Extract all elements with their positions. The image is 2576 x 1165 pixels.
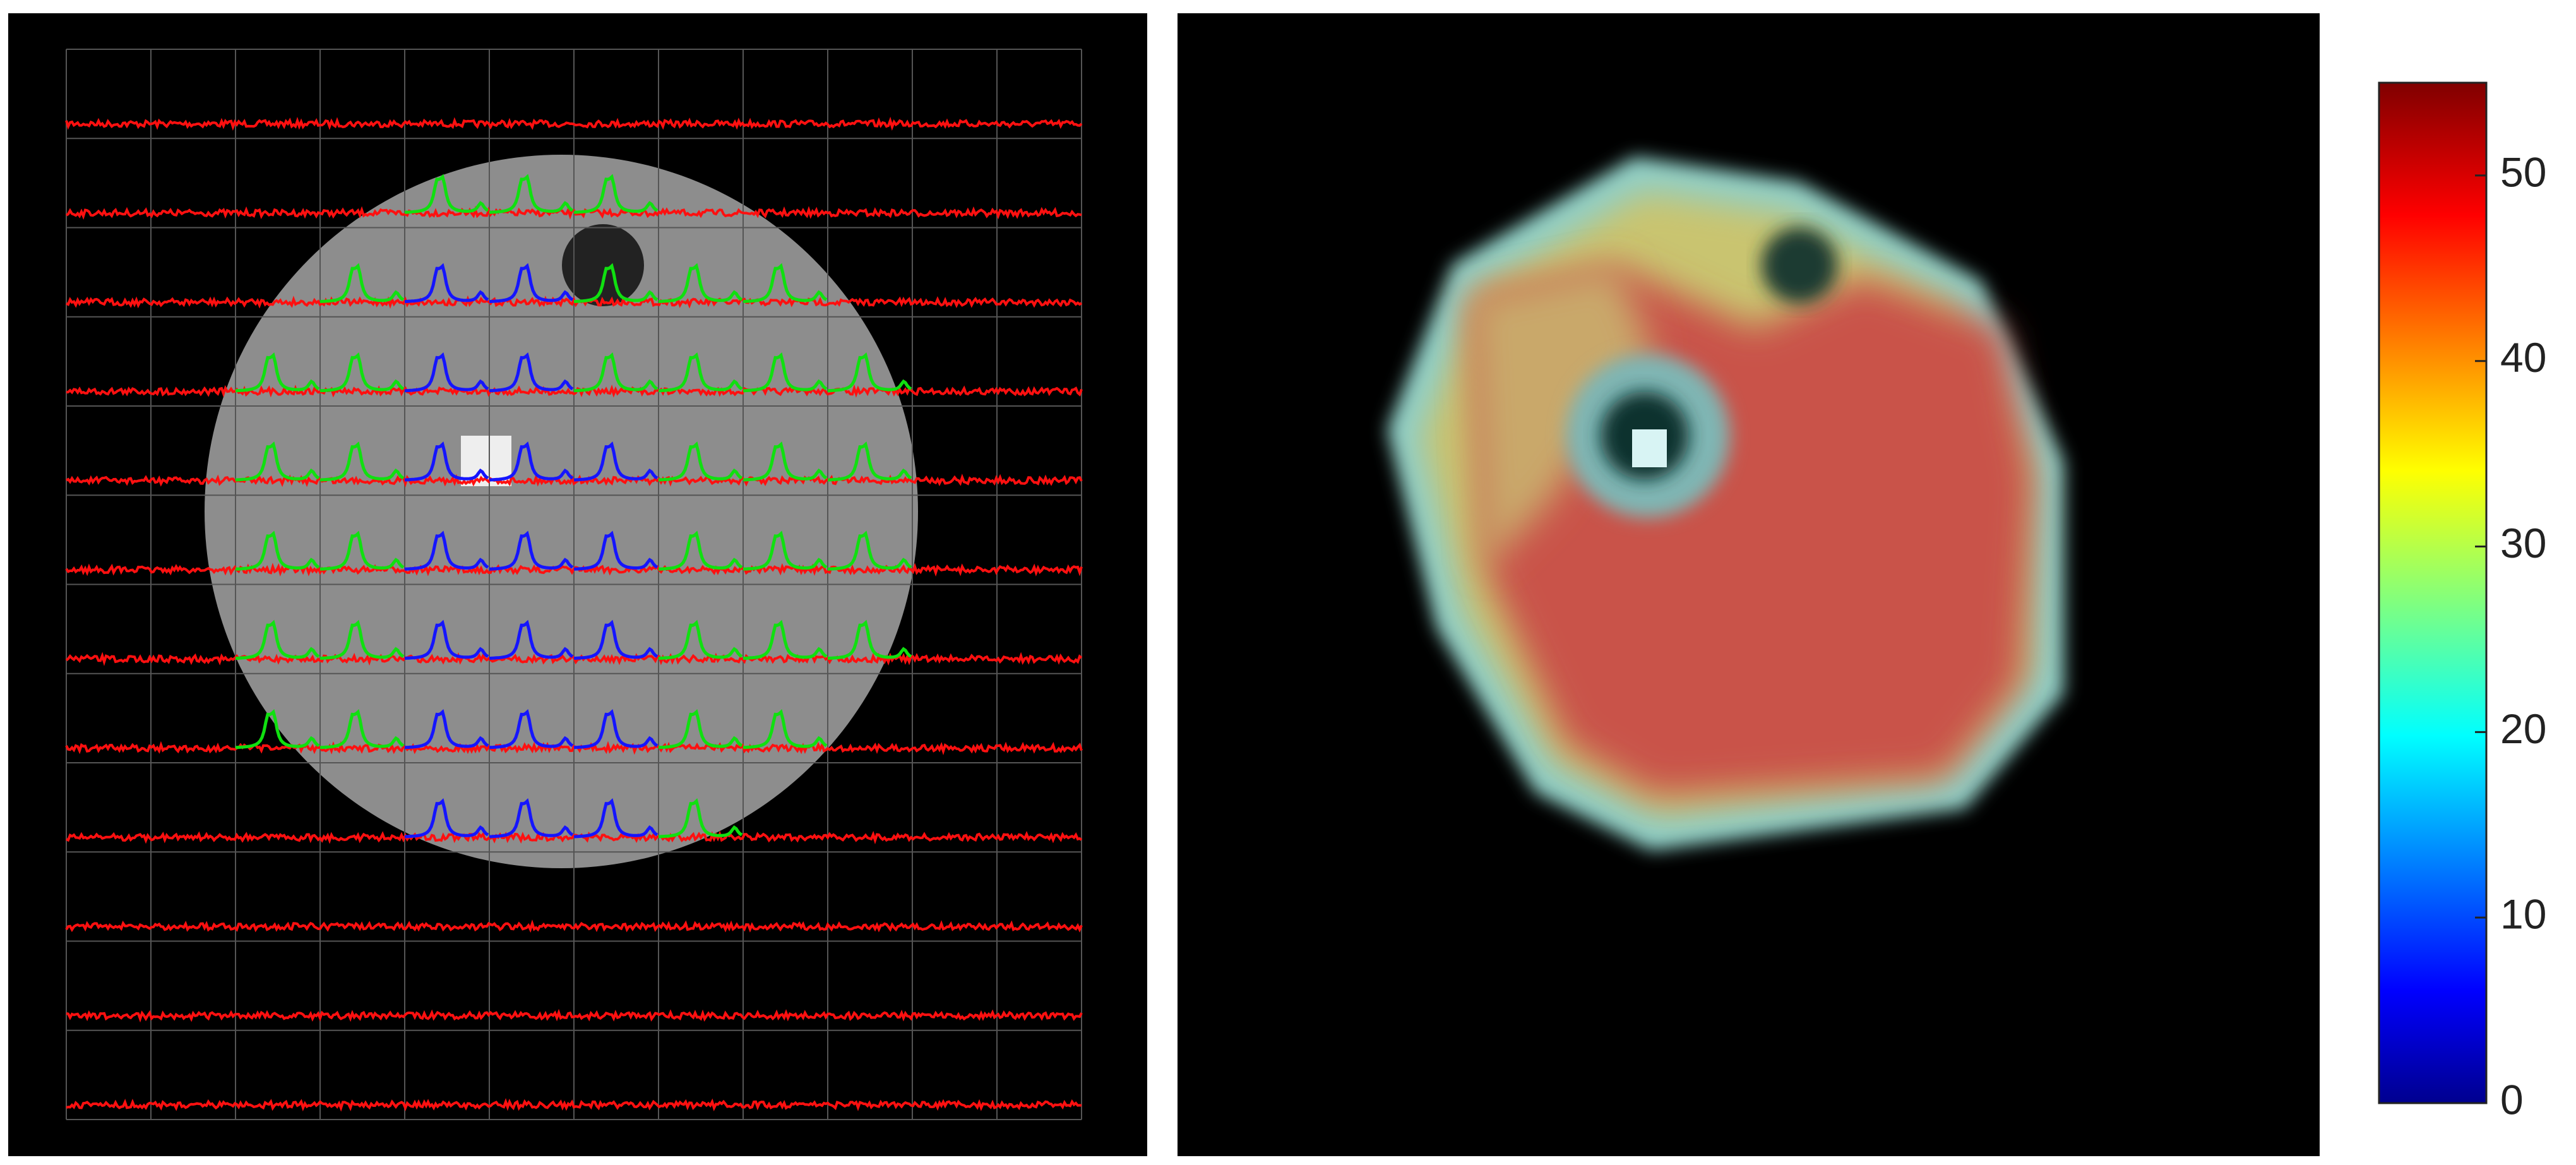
spectrum-fit [573,263,659,303]
colorbar [2378,81,2488,1104]
spectrum-noise [66,1097,1082,1112]
spectrum-fit [573,174,659,214]
spectrum-fit [319,530,405,571]
spectrum-fit [742,708,828,750]
spectrum-fit [404,352,489,393]
map-hole [1762,227,1837,303]
spectrum-fit [658,441,743,482]
spectra-map [65,49,1083,1120]
spectrum-noise [66,384,1083,398]
spectrum-fit [573,352,659,393]
spectrum-fit [404,708,489,750]
spectrum-fit [489,441,574,482]
spectrum-fit [235,352,320,393]
spectrum-fit [573,619,659,660]
spectrum-fit [235,441,320,482]
colorbar-tick-label: 0 [2500,1076,2524,1123]
spectrum-noise [65,919,1083,933]
spectrum-fit [658,708,743,750]
spectrum-fit [319,708,405,750]
spectrum-fit [319,619,405,660]
map-bright [1632,429,1667,467]
spectrum-fit [658,263,743,303]
spectrum-fit [489,708,574,750]
anatomy-hole [562,224,644,306]
map-band-inner [1471,265,1654,568]
spectrum-noise [65,116,1083,131]
spectrum-fit [658,352,743,393]
spectrum-noise [66,473,1083,487]
spectrum-fit [404,441,489,482]
spectrum-fit [658,619,743,660]
anatomy [205,155,918,868]
spectrum-fit [827,352,912,393]
spectrum-fit [404,174,489,214]
colorbar-tick-label: 20 [2500,705,2546,752]
colorbar-tick-label: 10 [2500,891,2546,938]
spectrum-fit [742,619,828,660]
spectrum-fit [489,619,574,660]
spectrum-fit [235,530,320,571]
spectrum-fit [658,530,743,571]
spectrum-fit [658,798,743,839]
spectrum-fit [827,619,912,660]
spectrum-fit [489,263,574,303]
spectrum-fit [404,530,489,571]
colorbar-tick-label: 40 [2500,334,2546,381]
colorbar-tick-label: 30 [2500,520,2546,566]
overlay-map [1387,157,2064,851]
spectrum-fit [573,798,659,839]
spectrum-fit [319,352,405,393]
spectrum-noise [66,1008,1083,1023]
spectrum-fit [573,708,659,750]
spectrum-fit [742,352,828,393]
spectrum-fit [319,441,405,482]
spectrum-fit [319,263,405,303]
spectrum-fit [489,352,574,393]
spectrum-fit [489,530,574,571]
spectrum-fit [404,263,489,303]
spectrum-noise [65,205,1082,220]
spectrum-fit [235,708,320,750]
spectrum-fit [573,530,659,571]
spectrum-fit [235,619,320,660]
spectrum-fit [404,619,489,660]
spectrum-fit [827,530,912,571]
spectrum-fit [742,263,828,303]
spectrum-fit [489,174,574,214]
spectrum-noise [66,295,1083,309]
spectrum-fit [742,530,828,571]
spectrum-fit [742,441,828,482]
spectrum-fit [827,441,912,482]
spectrum-fit [489,798,574,839]
spectrum-fit [573,441,659,482]
spectrum-fit [404,798,489,839]
colorbar-tick-label: 50 [2500,148,2546,195]
